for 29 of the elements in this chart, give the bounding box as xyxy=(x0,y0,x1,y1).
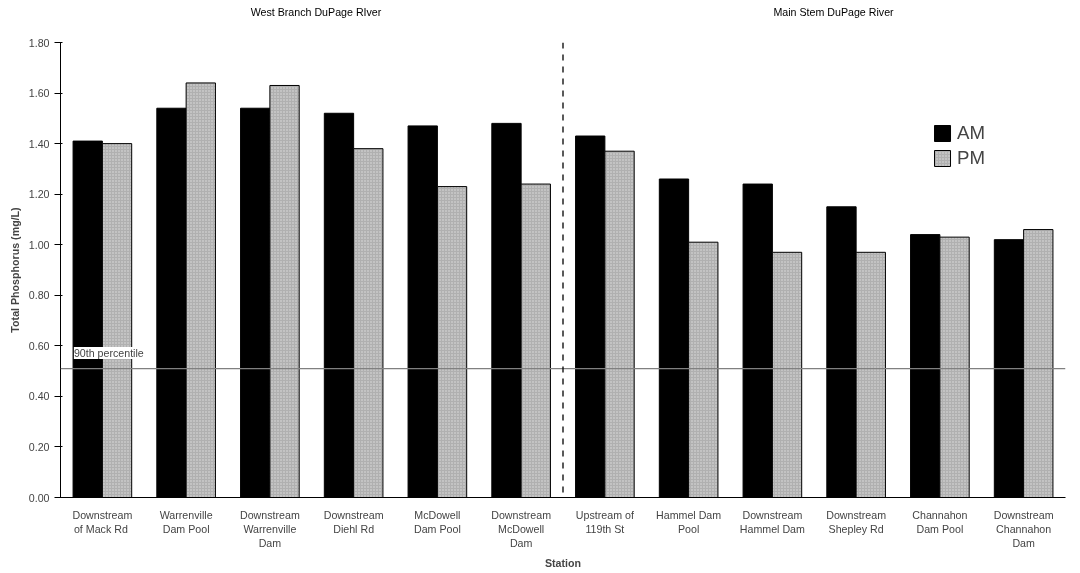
y-tick-label: 1.80 xyxy=(28,36,50,49)
y-tick-label: 0.00 xyxy=(28,491,50,504)
x-tick-label: McDowell Dam Pool xyxy=(413,508,461,535)
x-tick-label: Downstream McDowell Dam xyxy=(491,508,552,550)
ref-line-label: 90th percentile xyxy=(73,347,144,359)
x-tick-label: Downstream Hammel Dam xyxy=(739,508,806,535)
x-axis-title: Station xyxy=(544,557,582,570)
y-tick-label: 0.80 xyxy=(28,289,50,302)
legend-label: AM xyxy=(957,122,985,144)
x-tick-label: Warrenville Dam Pool xyxy=(159,508,213,535)
text: West Branch DuPage RIver xyxy=(250,5,382,20)
y-tick-label: 1.20 xyxy=(28,188,50,201)
y-axis-title: Total Phosphorus (mg/L) xyxy=(8,206,21,333)
x-tick-label: Downstream Diehl Rd xyxy=(323,508,384,535)
y-tick-label: 1.40 xyxy=(28,137,50,150)
text: Main Stem DuPage River xyxy=(773,5,894,20)
x-tick-label: Upstream of 119th St xyxy=(575,508,634,535)
y-tick-label: 1.00 xyxy=(28,238,50,251)
y-tick-label: 0.40 xyxy=(28,390,50,403)
x-tick-label: Downstream of Mack Rd xyxy=(72,508,133,535)
x-tick-label: Channahon Dam Pool xyxy=(912,508,968,535)
x-tick-label: Downstream Channahon Dam xyxy=(993,508,1054,550)
y-tick-label: 0.60 xyxy=(28,339,50,352)
y-tick-label: 0.20 xyxy=(28,440,50,453)
y-tick-label: 1.60 xyxy=(28,87,50,100)
legend-label: PM xyxy=(957,147,985,169)
x-tick-label: Hammel Dam Pool xyxy=(656,508,722,535)
x-tick-label: Downstream Warrenville Dam xyxy=(239,508,300,550)
x-tick-label: Downstream Shepley Rd xyxy=(826,508,887,535)
